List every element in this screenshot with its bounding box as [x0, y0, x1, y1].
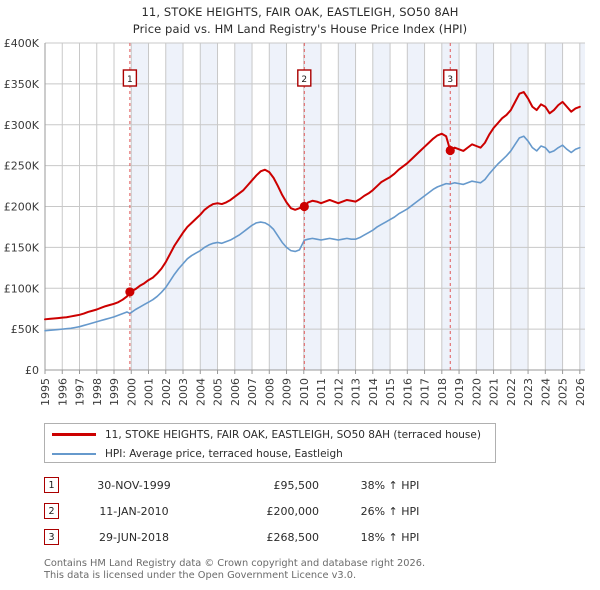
annotation-badge-label: 1 — [127, 75, 133, 85]
x-axis-tick-label: 2007 — [246, 378, 259, 406]
series-line-hpi — [44, 135, 581, 332]
transaction-price-2: £200,000 — [266, 504, 320, 518]
transaction-price-1: £95,500 — [273, 478, 320, 492]
x-axis-tick-label: 2014 — [367, 378, 380, 406]
transaction-date-1: 30-NOV-1999 — [97, 478, 171, 492]
legend-item-property: 11, STOKE HEIGHTS, FAIR OAK, EASTLEIGH, … — [45, 425, 495, 444]
x-axis-tick-label: 2026 — [574, 378, 587, 406]
y-axis-tick-label: £400K — [4, 37, 40, 50]
legend-item-hpi: HPI: Average price, terraced house, East… — [45, 444, 495, 463]
x-axis-tick-label: 1998 — [91, 378, 104, 406]
x-axis-tick-label: 2005 — [212, 378, 225, 406]
y-axis-tick-label: £100K — [4, 282, 40, 295]
x-axis-tick-label: 2010 — [298, 378, 311, 406]
annotation-point-marker — [299, 201, 309, 212]
x-axis-tick-label: 1996 — [56, 378, 69, 406]
x-axis-tick-label: 2009 — [281, 378, 294, 406]
x-axis-tick-label: 2019 — [453, 378, 466, 406]
x-axis-tick-label: 2025 — [557, 378, 570, 406]
title-line-subtitle: Price paid vs. HM Land Registry's House … — [132, 22, 468, 36]
annotation-badge-label: 3 — [447, 75, 453, 85]
y-axis-tick-label: £150K — [4, 241, 40, 254]
transaction-date-2: 11-JAN-2010 — [99, 504, 169, 518]
x-axis-tick-label: 1999 — [108, 378, 121, 406]
x-axis-tick-label: 1997 — [74, 378, 87, 406]
x-axis-tick-label: 1995 — [39, 378, 52, 406]
y-axis-tick-label: £200K — [4, 201, 40, 214]
x-axis-tick-label: 2023 — [522, 378, 535, 406]
footer-line-copyright: Contains HM Land Registry data © Crown c… — [44, 558, 426, 569]
footer-line-licence: This data is licensed under the Open Gov… — [44, 570, 357, 581]
transactions-table: 1 30-NOV-1999 £95,500 38% ↑ HPI 2 11-JAN… — [44, 472, 504, 550]
x-axis-tick-label: 2024 — [539, 378, 552, 406]
y-axis-tick-label: £300K — [4, 119, 40, 132]
annotation-badge-3 — [443, 69, 458, 87]
annotation-point-marker — [125, 287, 135, 297]
x-axis-tick-label: 2015 — [384, 378, 397, 406]
x-axis-tick-label: 2000 — [125, 378, 138, 406]
annotation-badge-1 — [122, 69, 138, 87]
transaction-hpi-2: 26% ↑ HPI — [360, 504, 420, 518]
chart-title: 11, STOKE HEIGHTS, FAIR OAK, EASTLEIGH, … — [0, 4, 600, 38]
legend-swatch-hpi — [52, 452, 96, 455]
transaction-date-3: 29-JUN-2018 — [98, 530, 170, 544]
x-axis-tick-label: 2020 — [470, 378, 483, 406]
annotation-badge-2 — [297, 69, 312, 87]
transaction-hpi-1: 38% ↑ HPI — [360, 478, 420, 492]
transaction-badge-2: 2 — [44, 503, 59, 519]
annotation-badge-label: 2 — [301, 75, 307, 85]
x-axis-tick-label: 2016 — [401, 378, 414, 406]
x-axis-tick-label: 2004 — [194, 378, 207, 406]
x-axis-tick-label: 2018 — [436, 378, 449, 406]
x-axis-tick-label: 2017 — [419, 378, 432, 406]
y-axis-tick-label: £250K — [4, 160, 40, 173]
chart-svg: £0 £50K £100K £150K £200K £250K £300K £350K £400… — [4, 37, 587, 406]
table-row: 1 30-NOV-1999 £95,500 38% ↑ HPI — [44, 472, 504, 498]
x-axis-tick-label: 2006 — [229, 378, 242, 406]
legend-label-hpi: HPI: Average price, terraced house, East… — [105, 447, 343, 460]
y-axis-tick-label: £50K — [11, 323, 40, 336]
x-axis-tick-label: 2003 — [177, 378, 190, 406]
chart-plot-area: £0 £50K £100K £150K £200K £250K £300K £350K £400… — [4, 37, 587, 406]
x-axis-tick-label: 2001 — [143, 378, 156, 406]
table-row: 2 11-JAN-2010 £200,000 26% ↑ HPI — [44, 498, 504, 524]
annotation-point-marker — [445, 145, 455, 156]
x-axis-tick-label: 2013 — [350, 378, 363, 406]
transaction-badge-1: 1 — [44, 477, 59, 493]
y-axis-tick-label: £350K — [4, 78, 40, 91]
y-axis-tick-label: £0 — [25, 364, 39, 377]
transaction-badge-3: 3 — [44, 529, 59, 545]
chart-legend: 11, STOKE HEIGHTS, FAIR OAK, EASTLEIGH, … — [44, 423, 496, 463]
legend-label-property: 11, STOKE HEIGHTS, FAIR OAK, EASTLEIGH, … — [105, 428, 481, 441]
x-axis-tick-label: 2002 — [160, 378, 173, 406]
x-axis-tick-label: 2008 — [263, 378, 276, 406]
transaction-price-3: £268,500 — [266, 530, 320, 544]
x-axis-tick-label: 2021 — [488, 378, 501, 406]
x-axis-tick-label: 2012 — [332, 378, 345, 406]
transaction-hpi-3: 18% ↑ HPI — [360, 530, 420, 544]
legend-swatch-property — [52, 433, 96, 436]
title-line-address: 11, STOKE HEIGHTS, FAIR OAK, EASTLEIGH, … — [141, 5, 459, 19]
x-axis-tick-label: 2022 — [505, 378, 518, 406]
table-row: 3 29-JUN-2018 £268,500 18% ↑ HPI — [44, 524, 504, 550]
x-axis-tick-label: 2011 — [315, 378, 328, 406]
footer-attribution: Contains HM Land Registry data © Crown c… — [44, 558, 564, 582]
